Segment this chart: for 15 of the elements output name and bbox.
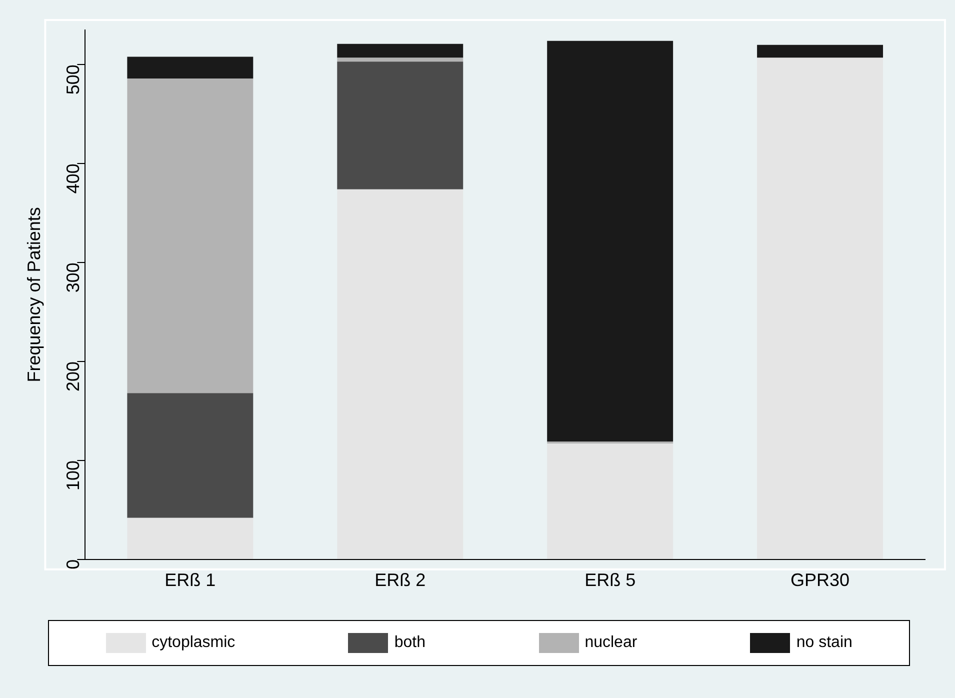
x-tick-label: ERß 2 — [374, 570, 426, 590]
y-tick-label: 500 — [63, 64, 84, 95]
x-tick-label: GPR30 — [790, 570, 850, 590]
y-axis-title: Frequency of Patients — [24, 207, 44, 382]
y-tick-label: 200 — [63, 361, 84, 392]
y-tick-label: 400 — [63, 164, 84, 194]
legend-label: nuclear — [584, 634, 638, 652]
legend-label: both — [394, 634, 426, 652]
y-tick-label: 300 — [63, 262, 84, 293]
y-tick-label: 0 — [63, 559, 84, 570]
x-tick-label: ERß 1 — [164, 570, 216, 590]
y-tick-label: 100 — [63, 460, 84, 490]
legend-label: cytoplasmic — [152, 634, 236, 652]
x-tick-label: ERß 5 — [584, 570, 636, 590]
legend-label: no stain — [796, 634, 852, 652]
